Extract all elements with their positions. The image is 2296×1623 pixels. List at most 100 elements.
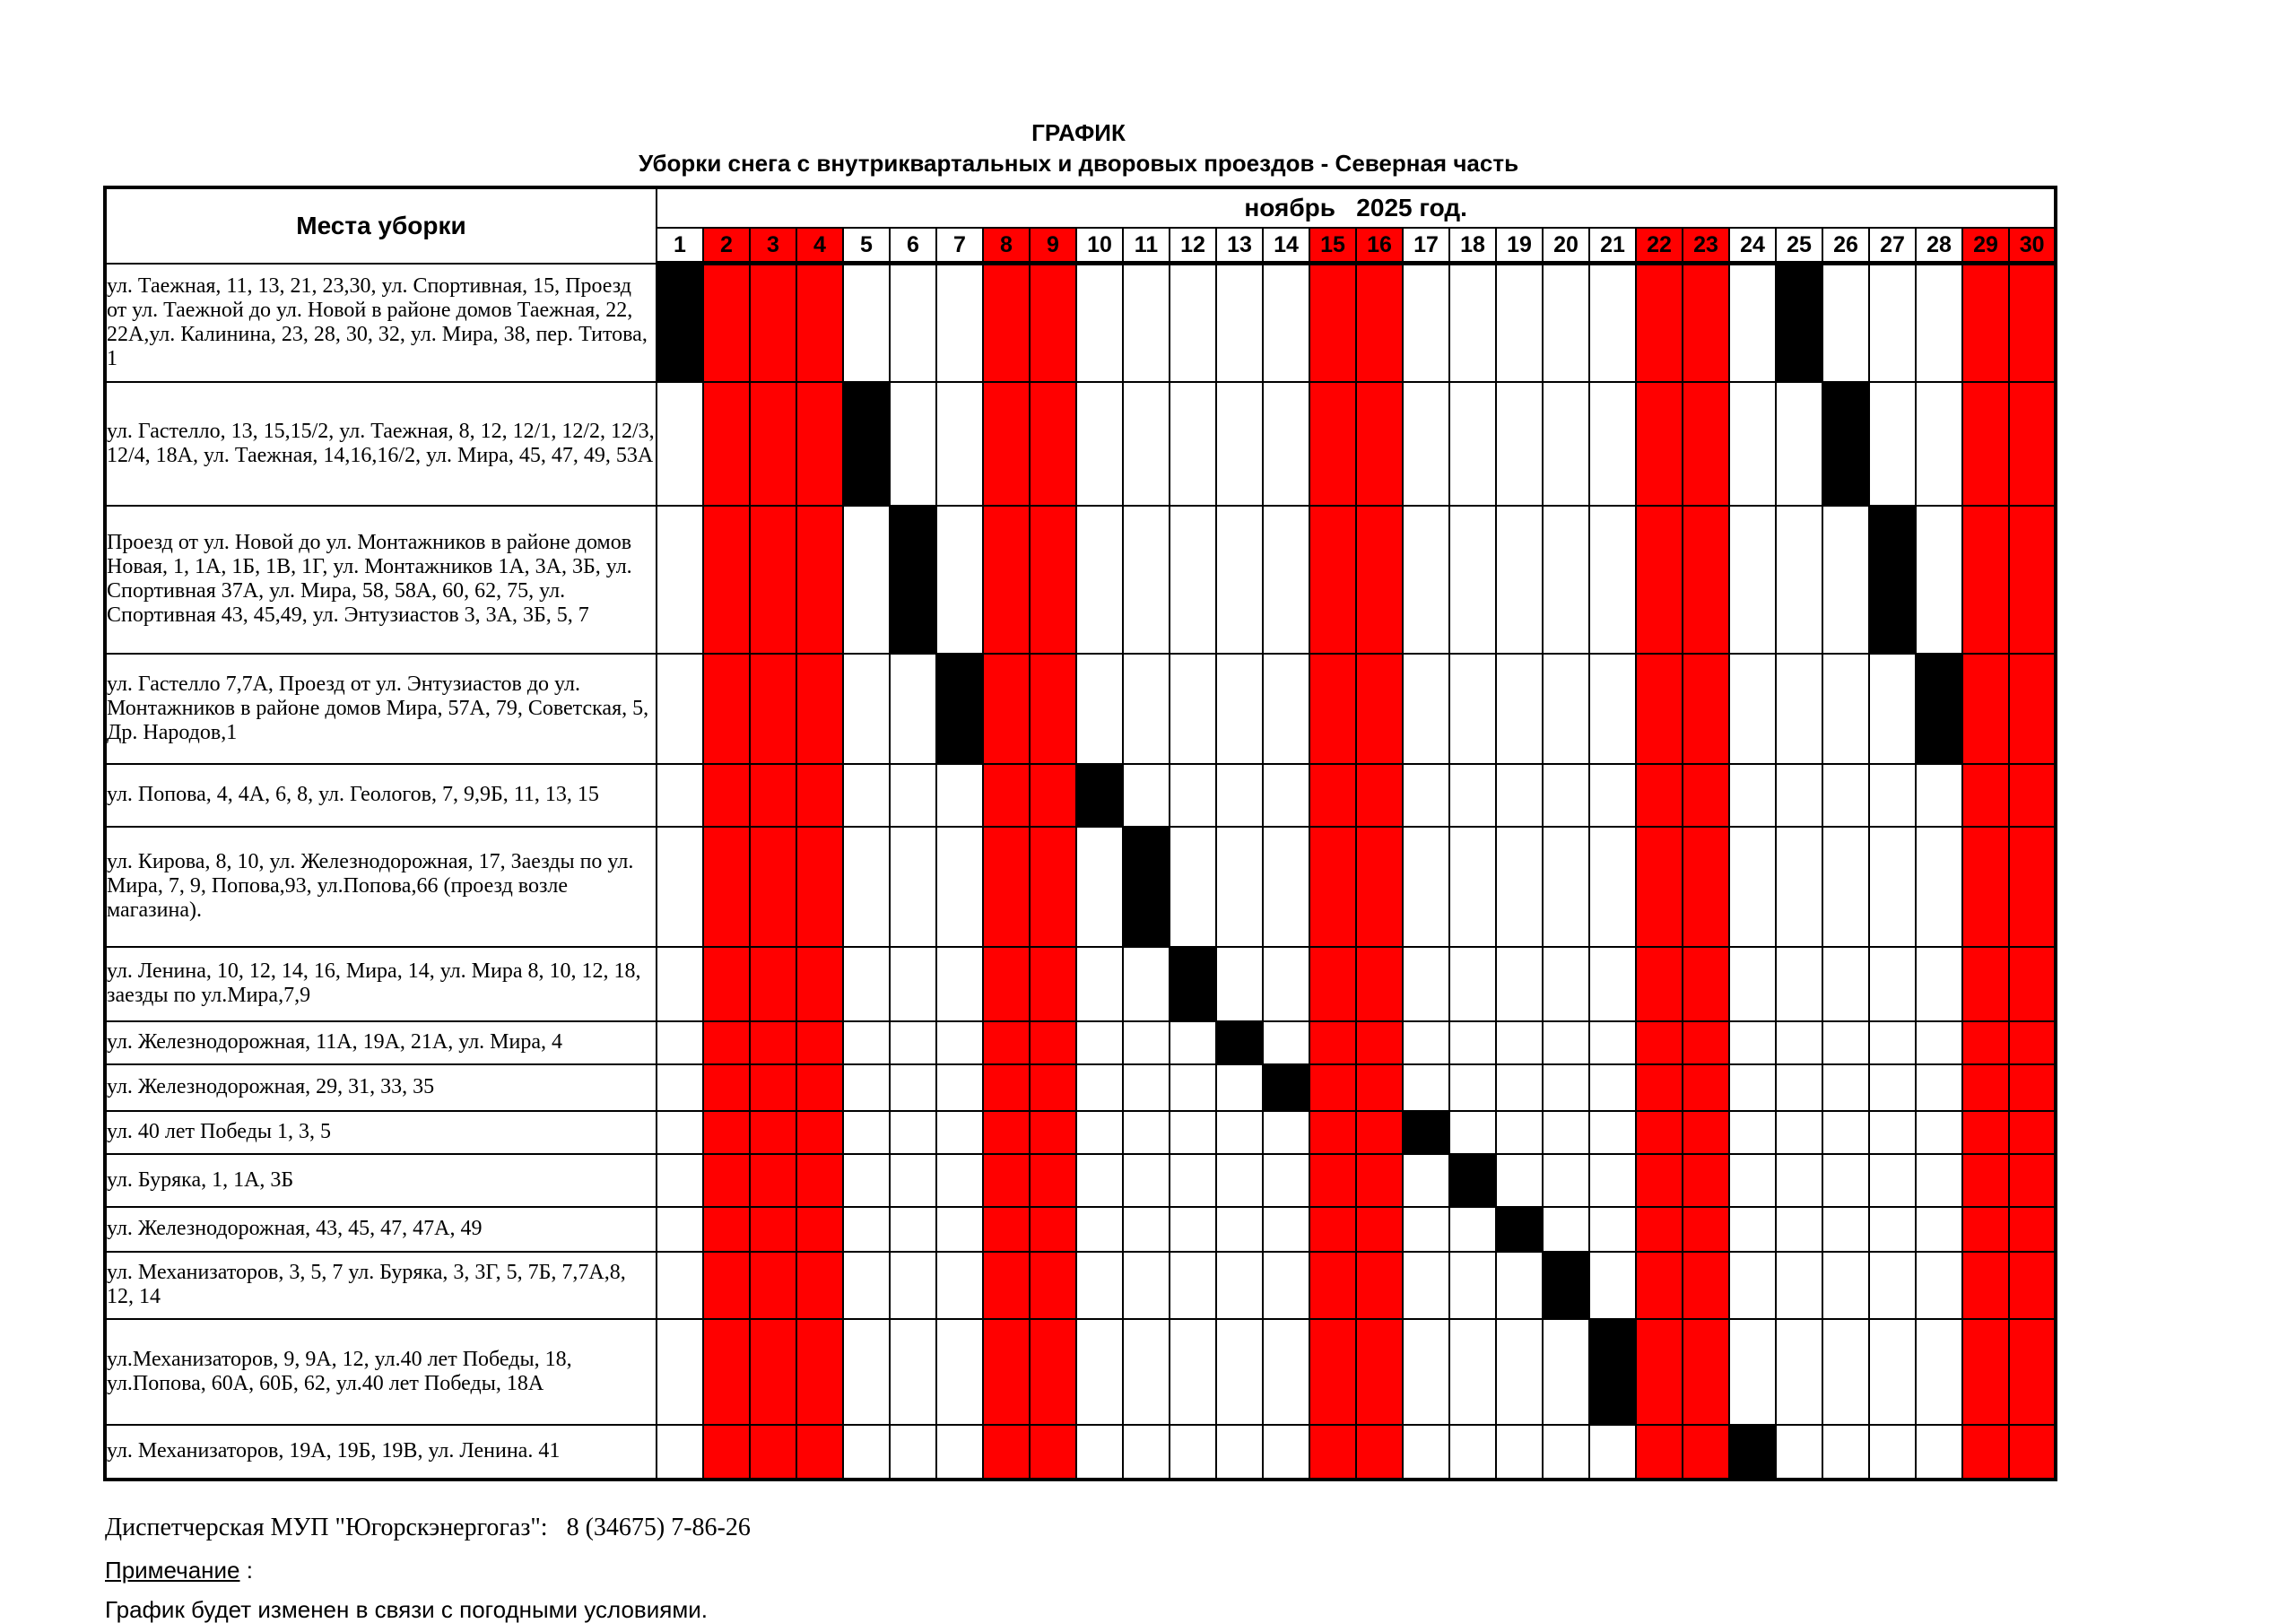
empty-cell-day-28 [1915,262,1963,383]
empty-cell-day-5 [842,1205,891,1253]
weekend-cell-day-2 [702,504,751,655]
empty-cell-day-19 [1495,380,1544,507]
empty-cell-day-6 [889,1317,937,1426]
weekend-cell-day-4 [796,1109,844,1155]
empty-cell-day-28 [1915,1152,1963,1208]
empty-cell-day-27 [1868,1020,1917,1065]
empty-cell-day-13 [1215,1152,1264,1208]
empty-cell-day-18 [1448,652,1497,765]
empty-cell-day-7 [935,1063,984,1112]
empty-cell-day-21 [1588,1109,1637,1155]
empty-cell-day-12 [1169,1109,1217,1155]
empty-cell-day-26 [1822,262,1870,383]
weekend-cell-day-9 [1029,262,1077,383]
empty-cell-day-13 [1215,945,1264,1022]
day-header-14: 14 [1262,227,1310,265]
empty-cell-day-17 [1402,652,1450,765]
empty-cell-day-7 [935,1317,984,1426]
empty-cell-day-27 [1868,1423,1917,1480]
empty-cell-day-14 [1262,1317,1310,1426]
weekend-cell-day-3 [749,825,797,948]
weekend-cell-day-16 [1355,1317,1404,1426]
weekend-cell-day-3 [749,945,797,1022]
weekend-cell-day-9 [1029,945,1077,1022]
empty-cell-day-5 [842,1109,891,1155]
empty-cell-day-18 [1448,262,1497,383]
day-header-9: 9 [1029,227,1077,265]
schedule-row-7: ул. Ленина, 10, 12, 14, 16, Мира, 14, ул… [104,945,2057,1022]
empty-cell-day-28 [1915,1423,1963,1480]
day-header-5: 5 [842,227,891,265]
weekend-cell-day-29 [1961,1205,2010,1253]
empty-cell-day-18 [1448,1317,1497,1426]
empty-cell-day-19 [1495,1317,1544,1426]
empty-cell-day-6 [889,1423,937,1480]
empty-cell-day-20 [1542,1423,1590,1480]
weekend-cell-day-3 [749,652,797,765]
empty-cell-day-14 [1262,380,1310,507]
month-year-header: ноябрь 2025 год. [655,187,2057,229]
weekend-cell-day-3 [749,1423,797,1480]
place-label: ул. Кирова, 8, 10, ул. Железнодорожная, … [104,825,657,948]
weekend-cell-day-30 [2007,262,2057,383]
day-header-2: 2 [702,227,751,265]
empty-cell-day-24 [1728,945,1777,1022]
weekend-cell-day-15 [1309,762,1357,828]
empty-cell-day-6 [889,262,937,383]
empty-cell-day-27 [1868,1317,1917,1426]
place-label: ул. Буряка, 1, 1А, 3Б [104,1152,657,1208]
empty-cell-day-6 [889,1020,937,1065]
empty-cell-day-26 [1822,1317,1870,1426]
weekend-cell-day-9 [1029,1205,1077,1253]
empty-cell-day-7 [935,262,984,383]
weekend-cell-day-3 [749,1317,797,1426]
day-header-24: 24 [1728,227,1777,265]
empty-cell-day-25 [1775,945,1823,1022]
weekend-cell-day-8 [982,504,1031,655]
scheduled-cell-day-1 [656,262,704,383]
weekend-cell-day-8 [982,380,1031,507]
empty-cell-day-5 [842,1063,891,1112]
empty-cell-day-20 [1542,762,1590,828]
empty-cell-day-26 [1822,825,1870,948]
weekend-cell-day-29 [1961,1250,2010,1320]
weekend-cell-day-4 [796,825,844,948]
empty-cell-day-26 [1822,1109,1870,1155]
weekend-cell-day-4 [796,652,844,765]
weekend-cell-day-2 [702,1152,751,1208]
place-label: ул. Железнодорожная, 29, 31, 33, 35 [104,1063,657,1112]
empty-cell-day-20 [1542,1205,1590,1253]
weekend-cell-day-4 [796,504,844,655]
empty-cell-day-5 [842,504,891,655]
day-header-16: 16 [1355,227,1404,265]
weekend-cell-day-16 [1355,1020,1404,1065]
empty-cell-day-1 [656,1205,704,1253]
empty-cell-day-25 [1775,380,1823,507]
weekend-cell-day-16 [1355,1250,1404,1320]
empty-cell-day-10 [1075,945,1124,1022]
empty-cell-day-11 [1122,1109,1170,1155]
empty-cell-day-21 [1588,380,1637,507]
empty-cell-day-24 [1728,1317,1777,1426]
weekend-cell-day-15 [1309,380,1357,507]
day-header-12: 12 [1169,227,1217,265]
empty-cell-day-27 [1868,1152,1917,1208]
empty-cell-day-21 [1588,262,1637,383]
weekend-cell-day-29 [1961,762,2010,828]
empty-cell-day-20 [1542,1109,1590,1155]
empty-cell-day-1 [656,945,704,1022]
empty-cell-day-26 [1822,1152,1870,1208]
weekend-cell-day-15 [1309,825,1357,948]
empty-cell-day-14 [1262,762,1310,828]
weekend-cell-day-30 [2007,1317,2057,1426]
empty-cell-day-21 [1588,1152,1637,1208]
empty-cell-day-7 [935,825,984,948]
empty-cell-day-14 [1262,504,1310,655]
empty-cell-day-7 [935,504,984,655]
weekend-cell-day-3 [749,504,797,655]
weekend-cell-day-4 [796,1317,844,1426]
empty-cell-day-27 [1868,1109,1917,1155]
empty-cell-day-12 [1169,504,1217,655]
document-subtitle: Уборки снега с внутриквартальных и дворо… [638,150,1519,177]
weekend-cell-day-29 [1961,1109,2010,1155]
